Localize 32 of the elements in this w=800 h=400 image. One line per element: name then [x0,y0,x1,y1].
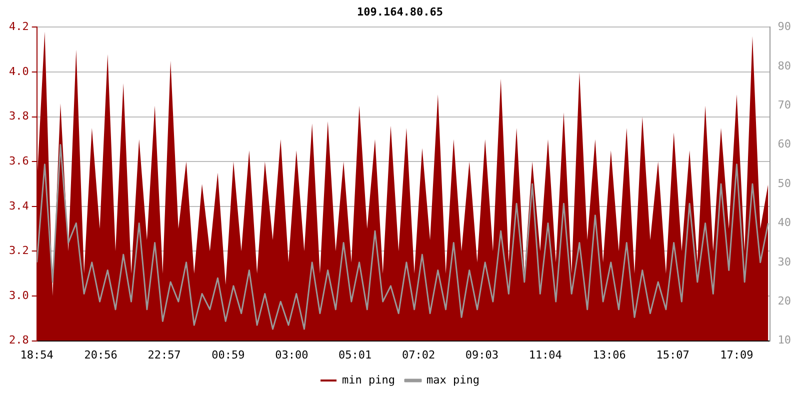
y2-tick-label: 90 [778,20,792,34]
y-tick-label: 4.0 [8,64,29,78]
legend-label: max ping [426,373,480,386]
y2-tick-label: 70 [778,98,792,112]
x-tick-label: 09:03 [465,348,499,362]
y-tick-label: 2.8 [8,334,29,347]
x-tick-label: 11:04 [528,348,562,362]
y2-tick-label: 20 [778,294,792,308]
y2-tick-label: 10 [778,334,792,347]
x-tick-label: 22:57 [148,348,181,362]
x-tick-label: 20:56 [84,348,118,362]
y-tick-label: 3.8 [8,110,29,123]
x-tick-label: 03:00 [275,348,308,362]
y-tick-label: 3.4 [8,199,30,212]
y-tick-label: 3.6 [8,154,29,168]
y2-tick-label: 80 [778,59,792,72]
y2-tick-label: 40 [778,216,792,230]
x-tick-label: 15:07 [656,348,690,362]
x-tick-label: 07:02 [402,348,436,362]
x-tick-label: 18:54 [20,348,54,362]
y-tick-label: 3.0 [8,288,29,302]
y-tick-label: 4.2 [8,20,29,34]
y2-tick-label: 50 [778,176,792,190]
y2-tick-label: 60 [778,138,792,151]
chart-title: 109.164.80.65 [356,5,444,18]
x-tick-label: 13:06 [592,348,626,362]
x-tick-label: 05:01 [338,348,372,362]
legend-label: min ping [342,373,396,386]
x-tick-label: 00:59 [212,348,245,362]
y2-tick-label: 30 [778,255,792,268]
x-tick-label: 17:09 [720,348,754,362]
y-tick-label: 3.2 [8,244,29,258]
